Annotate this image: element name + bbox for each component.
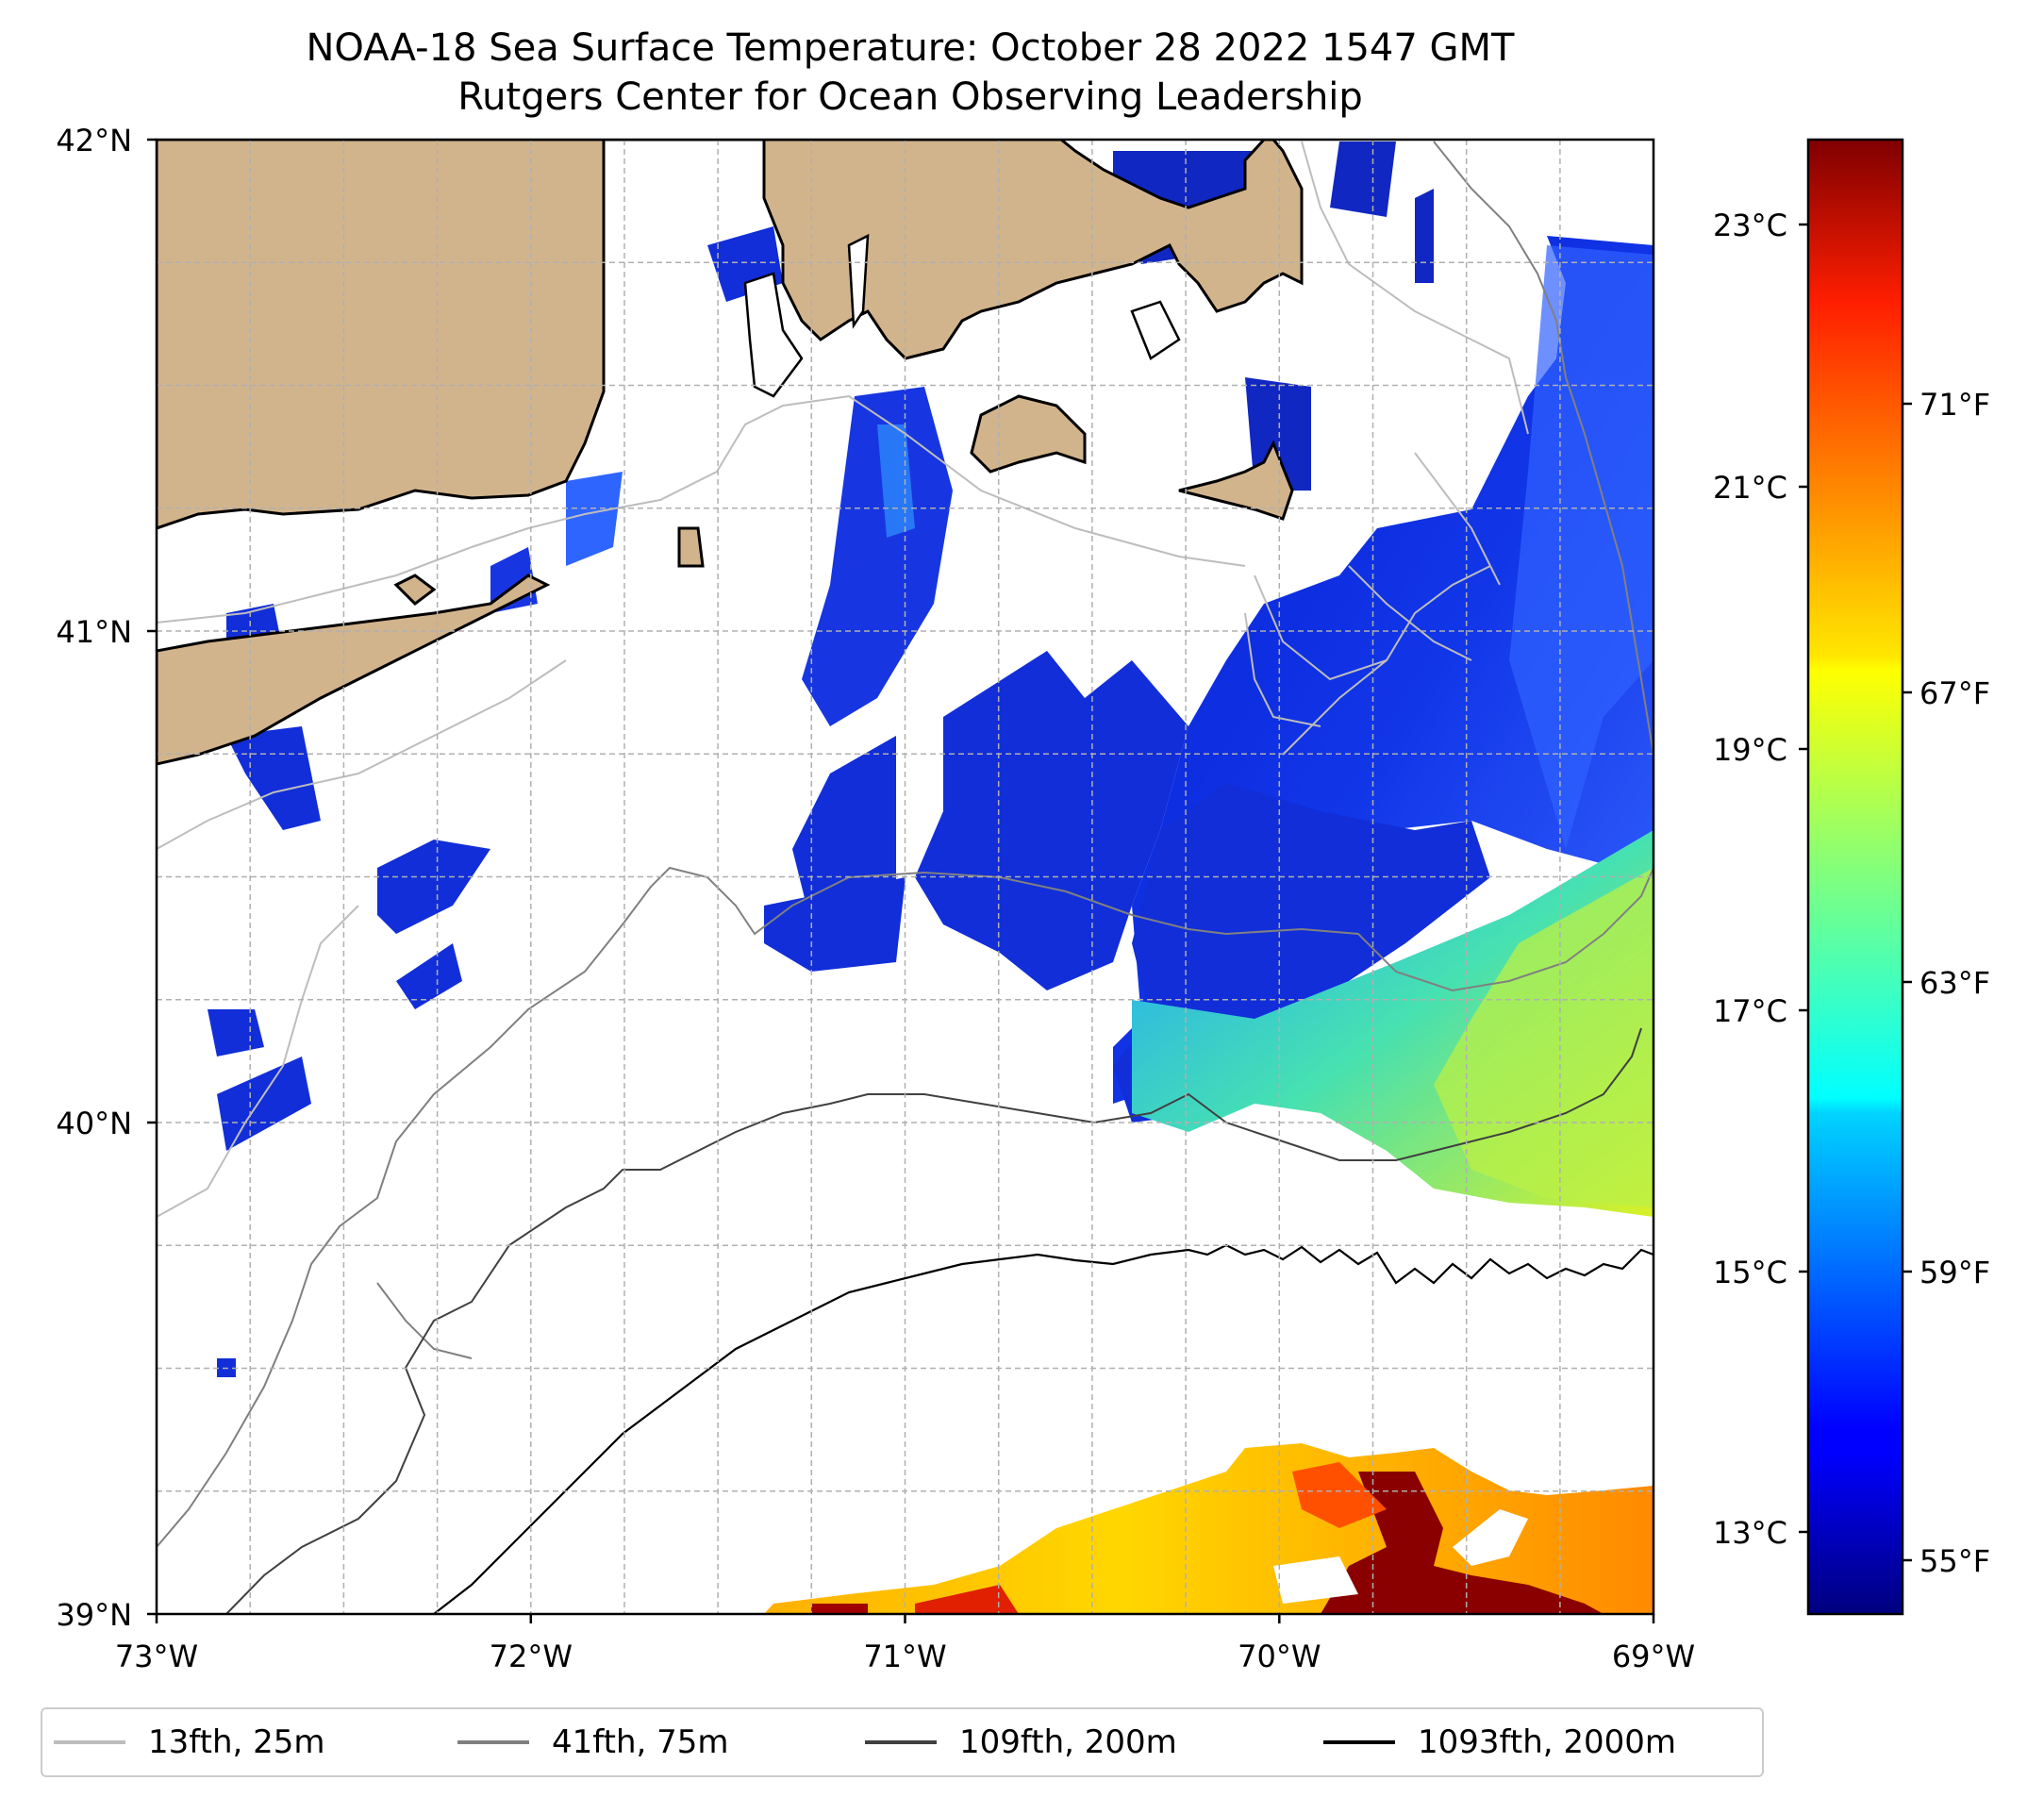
lat-label-42: 42°N <box>56 123 132 158</box>
map-title: NOAA-18 Sea Surface Temperature: October… <box>306 26 1515 70</box>
isobath-25m <box>157 141 1529 1218</box>
colorbar-c-15: 15°C <box>1713 1255 1787 1290</box>
map-subtitle: Rutgers Center for Ocean Observing Leade… <box>457 75 1363 119</box>
lon-label-70: 70°W <box>1238 1639 1321 1674</box>
gridlines <box>157 140 1653 1614</box>
axis-ticks <box>147 138 1655 1623</box>
legend-label-75m: 41fth, 75m <box>552 1723 729 1761</box>
colorbar-f-55: 55°F <box>1919 1543 1990 1579</box>
isobath-legend: 13fth, 25m 41fth, 75m 109fth, 200m 1093f… <box>41 1707 1764 1777</box>
colorbar-c-21: 21°C <box>1713 470 1787 506</box>
sst-cold-patches <box>208 141 1653 1377</box>
colorbar <box>1806 138 1904 1616</box>
legend-item-75m: 41fth, 75m <box>457 1721 729 1764</box>
colorbar-c-19: 19°C <box>1713 732 1787 768</box>
colorbar-ticks <box>1799 223 1912 1562</box>
legend-item-200m: 109fth, 200m <box>865 1721 1177 1764</box>
lat-label-39: 39°N <box>56 1597 132 1633</box>
colorbar-c-13: 13°C <box>1713 1515 1787 1551</box>
isobath-2000m <box>433 1243 1653 1614</box>
isobath-200m <box>225 1027 1642 1614</box>
isobath-75m <box>157 141 1653 1548</box>
colorbar-f-71: 71°F <box>1919 387 1990 423</box>
legend-line-75m <box>457 1740 529 1744</box>
lon-label-72: 72°W <box>490 1639 573 1674</box>
sst-warm-patches <box>764 1443 1653 1614</box>
colorbar-f-63: 63°F <box>1919 965 1990 1001</box>
legend-label-25m: 13fth, 25m <box>148 1723 325 1761</box>
land <box>157 140 1304 766</box>
lon-label-73: 73°W <box>115 1639 198 1674</box>
legend-label-2000m: 1093fth, 2000m <box>1418 1723 1677 1761</box>
legend-label-200m: 109fth, 200m <box>959 1723 1177 1761</box>
lat-label-41: 41°N <box>56 614 132 650</box>
legend-line-25m <box>54 1740 125 1744</box>
legend-line-2000m <box>1323 1740 1395 1744</box>
colorbar-f-59: 59°F <box>1919 1255 1990 1290</box>
bays <box>743 233 1181 398</box>
colorbar-c-23: 23°C <box>1713 208 1787 243</box>
legend-item-2000m: 1093fth, 2000m <box>1323 1721 1676 1764</box>
legend-item-25m: 13fth, 25m <box>54 1721 325 1764</box>
lon-label-71: 71°W <box>863 1639 946 1674</box>
colorbar-f-67: 67°F <box>1919 675 1990 711</box>
lon-label-69: 69°W <box>1612 1639 1695 1674</box>
lat-label-40: 40°N <box>56 1106 132 1141</box>
colorbar-c-17: 17°C <box>1713 993 1787 1029</box>
legend-line-200m <box>865 1740 937 1744</box>
